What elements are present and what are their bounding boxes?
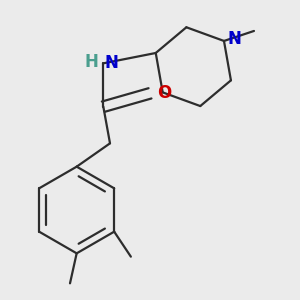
Text: H: H [85, 53, 98, 71]
Text: N: N [228, 30, 242, 48]
Text: O: O [157, 84, 172, 102]
Text: N: N [105, 54, 119, 72]
